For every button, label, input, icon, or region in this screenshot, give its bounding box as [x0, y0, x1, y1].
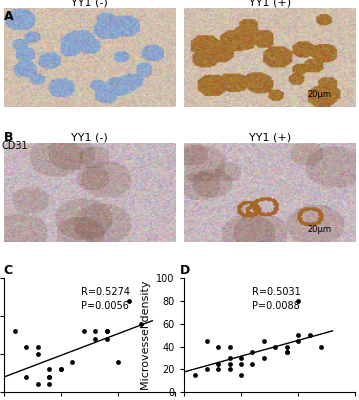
Point	[215, 366, 221, 372]
Text: A: A	[4, 10, 13, 23]
Point	[250, 349, 255, 356]
Title: YY1 (+): YY1 (+)	[248, 132, 291, 142]
Point	[46, 374, 52, 380]
Point	[204, 366, 210, 372]
Point	[104, 328, 109, 334]
Point	[284, 349, 290, 356]
Point	[115, 358, 121, 365]
Point	[204, 338, 210, 344]
Title: YY1 (-): YY1 (-)	[71, 0, 108, 7]
Point	[192, 372, 198, 378]
Title: YY1 (+): YY1 (+)	[248, 0, 291, 7]
Point	[69, 358, 75, 365]
Point	[58, 366, 64, 372]
Point	[238, 355, 244, 361]
Point	[227, 360, 232, 367]
Point	[295, 338, 301, 344]
Point	[81, 328, 87, 334]
Point	[227, 343, 232, 350]
Point	[104, 328, 109, 334]
Point	[238, 360, 244, 367]
Point	[284, 349, 290, 356]
Point	[284, 343, 290, 350]
Title: YY1 (-): YY1 (-)	[71, 132, 108, 142]
Point	[272, 343, 278, 350]
Text: D: D	[180, 264, 190, 277]
Point	[12, 328, 18, 334]
Text: R=0.5031: R=0.5031	[252, 288, 301, 298]
Point	[46, 374, 52, 380]
Text: CD31: CD31	[2, 141, 28, 151]
Text: B: B	[4, 131, 13, 144]
Point	[261, 355, 267, 361]
Point	[215, 360, 221, 367]
Point	[92, 336, 98, 342]
Point	[227, 355, 232, 361]
Point	[307, 332, 313, 338]
Point	[295, 298, 301, 304]
Y-axis label: Microvessel density: Microvessel density	[141, 280, 151, 390]
Point	[46, 366, 52, 372]
Point	[295, 332, 301, 338]
Point	[35, 381, 41, 388]
Text: 20μm: 20μm	[307, 90, 331, 99]
Point	[35, 351, 41, 357]
Point	[24, 374, 29, 380]
Point	[127, 298, 132, 304]
Point	[24, 343, 29, 350]
Point	[58, 366, 64, 372]
Text: C: C	[4, 264, 13, 277]
Point	[227, 366, 232, 372]
Point	[318, 343, 324, 350]
Text: P=0.0088: P=0.0088	[252, 301, 300, 311]
Point	[238, 372, 244, 378]
Point	[261, 338, 267, 344]
Text: R=0.5274: R=0.5274	[81, 288, 130, 298]
Point	[46, 381, 52, 388]
Point	[250, 360, 255, 367]
Point	[35, 343, 41, 350]
Point	[104, 336, 109, 342]
Text: P=0.0056: P=0.0056	[81, 301, 129, 311]
Text: 20μm: 20μm	[307, 225, 331, 234]
Point	[215, 343, 221, 350]
Point	[92, 328, 98, 334]
Point	[138, 320, 144, 327]
